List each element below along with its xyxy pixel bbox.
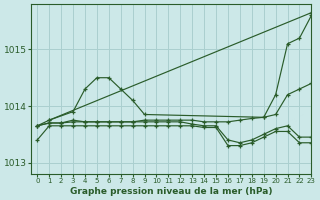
X-axis label: Graphe pression niveau de la mer (hPa): Graphe pression niveau de la mer (hPa) bbox=[70, 187, 273, 196]
